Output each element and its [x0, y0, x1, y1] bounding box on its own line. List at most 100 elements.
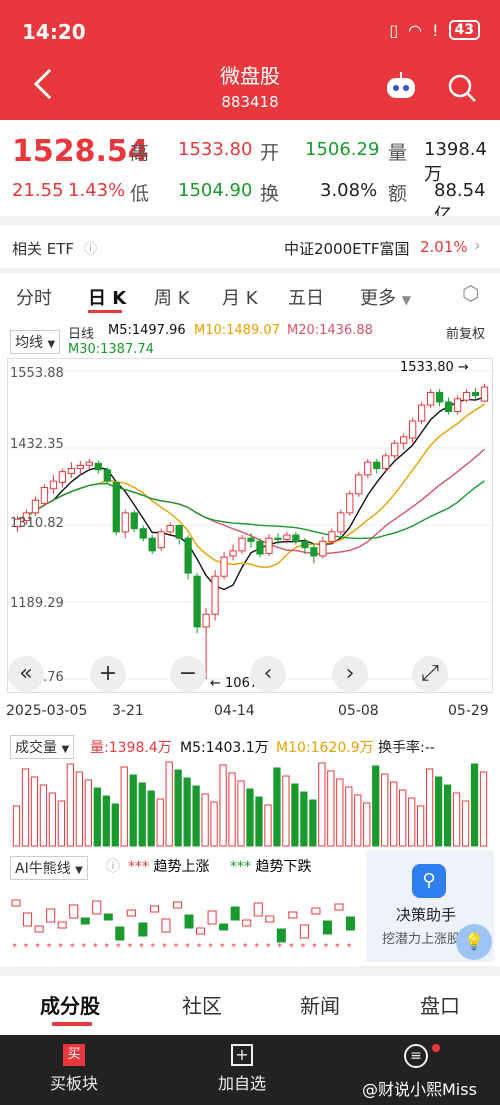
ai-bar [92, 900, 102, 915]
ai-bar [23, 912, 33, 927]
tab-news[interactable]: 新闻 [300, 994, 340, 1018]
volume-chart [12, 761, 488, 847]
ai-bar [276, 928, 286, 943]
help-icon[interactable]: ⓘ [84, 242, 98, 257]
max-price-label: 1533.80 → [400, 360, 469, 375]
help-icon[interactable]: ⓘ [106, 859, 120, 875]
trend-marker: * [24, 942, 29, 953]
volume-selector[interactable]: 成交量 ▼ [10, 735, 75, 759]
ma-selector[interactable]: 均线 ▼ [10, 330, 61, 354]
back-icon[interactable] [30, 66, 54, 102]
volume-ma10: M10:1620.9万 [276, 740, 374, 756]
fullscreen-button[interactable]: ⤢ [412, 656, 448, 692]
candle [121, 512, 129, 533]
trend-marker: * [312, 942, 317, 953]
divider [0, 966, 500, 976]
watermark: @财说小熙Miss [362, 1080, 477, 1099]
candle [139, 528, 147, 539]
related-etf-row[interactable]: 相关 ETF ⓘ 中证2000ETF富国 2.01% › [0, 228, 500, 268]
ai-bar [196, 927, 206, 935]
ai-bar [34, 925, 44, 933]
volume-bar [363, 802, 371, 847]
tab-community[interactable]: 社区 [182, 994, 222, 1018]
candle [328, 531, 336, 542]
trend-marker: * [289, 942, 294, 953]
scroll-right-button[interactable]: › [332, 656, 368, 692]
status-time: 14:20 [22, 20, 86, 44]
volume-bar [210, 801, 218, 847]
trend-marker: * [116, 942, 121, 953]
volume-bar [452, 792, 461, 847]
candle [337, 512, 345, 533]
kline-svg [8, 370, 494, 680]
tab-more[interactable]: 更多 ▼ [360, 284, 411, 310]
candle [103, 469, 111, 482]
menu-button[interactable]: ≡ [404, 1038, 428, 1072]
turnover-value: 3.08% [320, 180, 378, 201]
x-tick: 2025-03-05 [6, 703, 88, 719]
search-icon[interactable] [446, 72, 478, 104]
ai-trend-chart: * * * * * * * * * * * * * * * * * * * * * * * * * * * * * * [11, 899, 356, 953]
x-tick: 3-21 [112, 703, 144, 719]
volume-bar [264, 804, 272, 847]
last-price: 1528.54 [12, 134, 149, 169]
ai-bar [253, 902, 263, 917]
trend-marker: * [300, 942, 305, 953]
candle [301, 540, 309, 549]
volume-bar [282, 775, 290, 847]
ai-bar [57, 921, 67, 929]
volume-bar [93, 787, 101, 847]
tab-daily-k[interactable]: 日 K [88, 288, 127, 309]
low-value: 1504.90 [178, 180, 253, 201]
candle [355, 474, 363, 495]
bulb-icon[interactable]: 💡 [456, 924, 492, 960]
tab-intraday[interactable]: 分时 [16, 288, 52, 309]
trend-marker: * [208, 942, 213, 953]
kline-chart[interactable] [7, 358, 494, 693]
y-tick: 1189.29 [10, 596, 64, 611]
scroll-left-button[interactable]: ‹ [250, 656, 286, 692]
status-icons: ▯ ◠ ! 43 [389, 20, 480, 40]
volume-bar [138, 782, 146, 847]
volume-label: 量 [388, 142, 408, 164]
buy-sector-button[interactable]: 买 买板块 [50, 1038, 98, 1094]
tab-monthly-k[interactable]: 月 K [222, 288, 258, 309]
ai-bar [138, 922, 148, 937]
settings-hex-icon[interactable]: ⬡ [462, 281, 480, 305]
candle [157, 531, 165, 549]
volume-bar [354, 794, 362, 847]
candle [480, 386, 489, 402]
ai-bar [334, 903, 344, 911]
tab-five-day[interactable]: 五日 [288, 288, 324, 309]
legend-up: *** 趋势上涨 [128, 856, 209, 876]
candle [417, 404, 426, 422]
tab-constituents[interactable]: 成分股 [40, 994, 100, 1018]
robot-assistant-icon[interactable] [384, 72, 418, 100]
zoom-in-button[interactable]: + [90, 656, 126, 692]
candle [426, 391, 435, 406]
etf-label: 相关 ETF [12, 240, 75, 258]
high-value: 1533.80 [178, 139, 253, 160]
tab-order-book[interactable]: 盘口 [420, 994, 460, 1018]
add-watchlist-label: 加自选 [218, 1074, 267, 1093]
decision-assistant-card[interactable]: ⚲ 决策助手 挖潜力上涨股 💡 [366, 850, 494, 962]
y-tick: 1553.88 [10, 366, 64, 381]
volume-bar [291, 783, 299, 847]
ai-selector[interactable]: AI牛熊线 ▼ [10, 856, 88, 880]
volume-bar [390, 781, 398, 847]
volume-bar [30, 776, 39, 847]
add-watchlist-button[interactable]: + 加自选 [218, 1038, 266, 1094]
zoom-out-all-icon[interactable]: « [8, 656, 44, 692]
adjust-mode[interactable]: 前复权 [446, 327, 486, 342]
x-tick: 05-29 [448, 703, 489, 719]
trend-marker: * [266, 942, 271, 953]
alert-icon: ! [432, 20, 439, 40]
volume-ma5: M5:1403.1万 [180, 740, 269, 756]
candle [238, 537, 246, 552]
volume-bar [461, 800, 470, 847]
zoom-out-button[interactable]: − [170, 656, 206, 692]
battery-icon: 43 [448, 20, 480, 40]
tab-underline [52, 1022, 92, 1026]
tab-weekly-k[interactable]: 周 K [154, 288, 190, 309]
volume-bar [120, 766, 128, 847]
